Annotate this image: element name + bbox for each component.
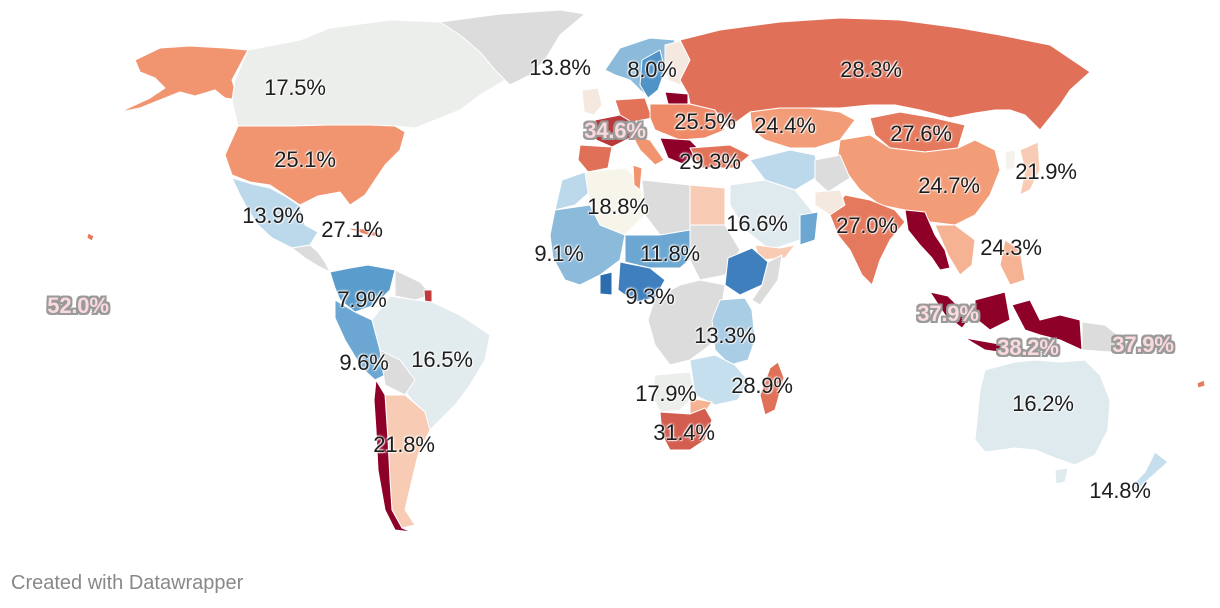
region-new-zealand[interactable] xyxy=(1129,451,1169,491)
region-russia[interactable] xyxy=(679,17,1091,131)
label-usa: 25.1% xyxy=(274,147,336,172)
region-colombia-venezuela[interactable] xyxy=(329,264,396,313)
label-mexico: 13.9% xyxy=(242,203,304,228)
label-china: 24.7% xyxy=(918,173,980,198)
region-japan[interactable] xyxy=(1019,141,1041,196)
region-guianas[interactable] xyxy=(394,269,433,301)
region-egypt[interactable] xyxy=(689,184,726,226)
region-oman[interactable] xyxy=(799,211,819,246)
label-mongolia: 27.6% xyxy=(890,121,952,146)
region-myanmar-thailand[interactable] xyxy=(904,209,951,271)
region-central-africa[interactable] xyxy=(647,279,726,366)
region-india[interactable] xyxy=(829,194,906,286)
region-poland[interactable] xyxy=(664,91,689,105)
region-china[interactable] xyxy=(837,134,1001,226)
label-new-zealand: 14.8% xyxy=(1089,478,1151,503)
region-philippines[interactable] xyxy=(999,239,1026,286)
region-niger-sahel[interactable] xyxy=(624,229,696,269)
label-russia: 28.3% xyxy=(840,57,902,82)
label-peru: 9.6% xyxy=(339,350,389,375)
region-tunisia[interactable] xyxy=(632,164,643,191)
region-sweden[interactable] xyxy=(639,49,666,99)
label-se-asia: 24.3% xyxy=(980,235,1042,260)
region-balkans[interactable] xyxy=(659,137,701,166)
world-choropleth-map xyxy=(86,9,1206,533)
region-central-america[interactable] xyxy=(291,244,331,273)
label-argentina: 21.8% xyxy=(373,432,435,457)
label-japan: 21.9% xyxy=(1015,159,1077,184)
region-indonesia-sulawesi-papua[interactable] xyxy=(1011,299,1083,351)
region-pakistan-iran[interactable] xyxy=(814,189,846,216)
region-spain[interactable] xyxy=(577,144,613,173)
label-brazil: 16.5% xyxy=(411,347,473,372)
region-namibia-botswana[interactable] xyxy=(651,371,696,413)
region-peru[interactable] xyxy=(334,299,386,381)
label-nigeria: 9.3% xyxy=(625,284,675,309)
region-indonesia-java[interactable] xyxy=(964,337,1031,356)
label-saudi-arabia: 16.6% xyxy=(726,211,788,236)
region-chile[interactable] xyxy=(373,379,413,533)
label-india: 27.0% xyxy=(836,213,898,238)
region-mexico[interactable] xyxy=(231,177,319,249)
region-alaska[interactable] xyxy=(119,45,249,113)
label-canada: 17.5% xyxy=(264,75,326,100)
region-korea[interactable] xyxy=(1004,149,1016,171)
region-somalia[interactable] xyxy=(751,254,783,306)
region-tasmania[interactable] xyxy=(1054,467,1069,485)
label-colombia: 7.9% xyxy=(337,287,387,312)
label-indonesia-west: 37.9% xyxy=(917,301,979,326)
label-kazakhstan: 24.4% xyxy=(754,113,816,138)
region-se-asia[interactable] xyxy=(934,224,976,276)
region-australia[interactable] xyxy=(974,359,1111,466)
label-caribbean: 27.1% xyxy=(321,217,383,242)
region-south-africa[interactable] xyxy=(659,407,713,451)
region-turkey[interactable] xyxy=(689,144,751,169)
region-afghanistan[interactable] xyxy=(814,154,851,193)
region-hawaii[interactable] xyxy=(86,232,95,242)
region-ghana[interactable] xyxy=(599,271,613,296)
label-indonesia-central: 38.2% xyxy=(997,335,1059,360)
region-uk[interactable] xyxy=(581,87,603,116)
region-greenland[interactable] xyxy=(439,9,586,86)
label-south-africa: 31.4% xyxy=(653,420,715,445)
label-algeria: 18.8% xyxy=(587,194,649,219)
region-germany[interactable] xyxy=(614,97,653,123)
label-east-africa: 13.3% xyxy=(694,323,756,348)
region-libya[interactable] xyxy=(641,179,691,236)
label-greenland: 13.8% xyxy=(529,55,591,80)
region-east-africa[interactable] xyxy=(711,297,756,366)
region-indonesia-borneo[interactable] xyxy=(974,291,1011,331)
region-southern-africa-mid[interactable] xyxy=(689,354,749,406)
region-morocco[interactable] xyxy=(554,171,593,211)
region-madagascar[interactable] xyxy=(759,361,785,416)
label-west-africa: 9.1% xyxy=(534,241,584,266)
datawrapper-credit[interactable]: Created with Datawrapper xyxy=(11,572,244,594)
label-namibia: 17.9% xyxy=(635,381,697,406)
label-eastern-europe: 25.5% xyxy=(674,109,736,134)
region-papua-new-guinea[interactable] xyxy=(1081,321,1131,353)
label-greece: 29.3% xyxy=(679,149,741,174)
label-australia: 16.2% xyxy=(1012,391,1074,416)
region-italy[interactable] xyxy=(631,134,665,166)
label-france: 34.6% xyxy=(584,118,646,143)
region-cuba[interactable] xyxy=(344,227,386,237)
label-scandinavia: 8.0% xyxy=(627,57,677,82)
region-bolivia[interactable] xyxy=(379,349,416,396)
region-usa[interactable] xyxy=(224,124,406,206)
label-sahel: 11.8% xyxy=(640,241,700,266)
region-indonesia-sumatra[interactable] xyxy=(929,291,971,329)
label-papua: 37.9% xyxy=(1112,332,1174,357)
label-pacific-island: 52.0% xyxy=(47,293,109,318)
label-madagascar: 28.9% xyxy=(731,373,793,398)
region-pacific-island[interactable] xyxy=(1196,379,1206,389)
